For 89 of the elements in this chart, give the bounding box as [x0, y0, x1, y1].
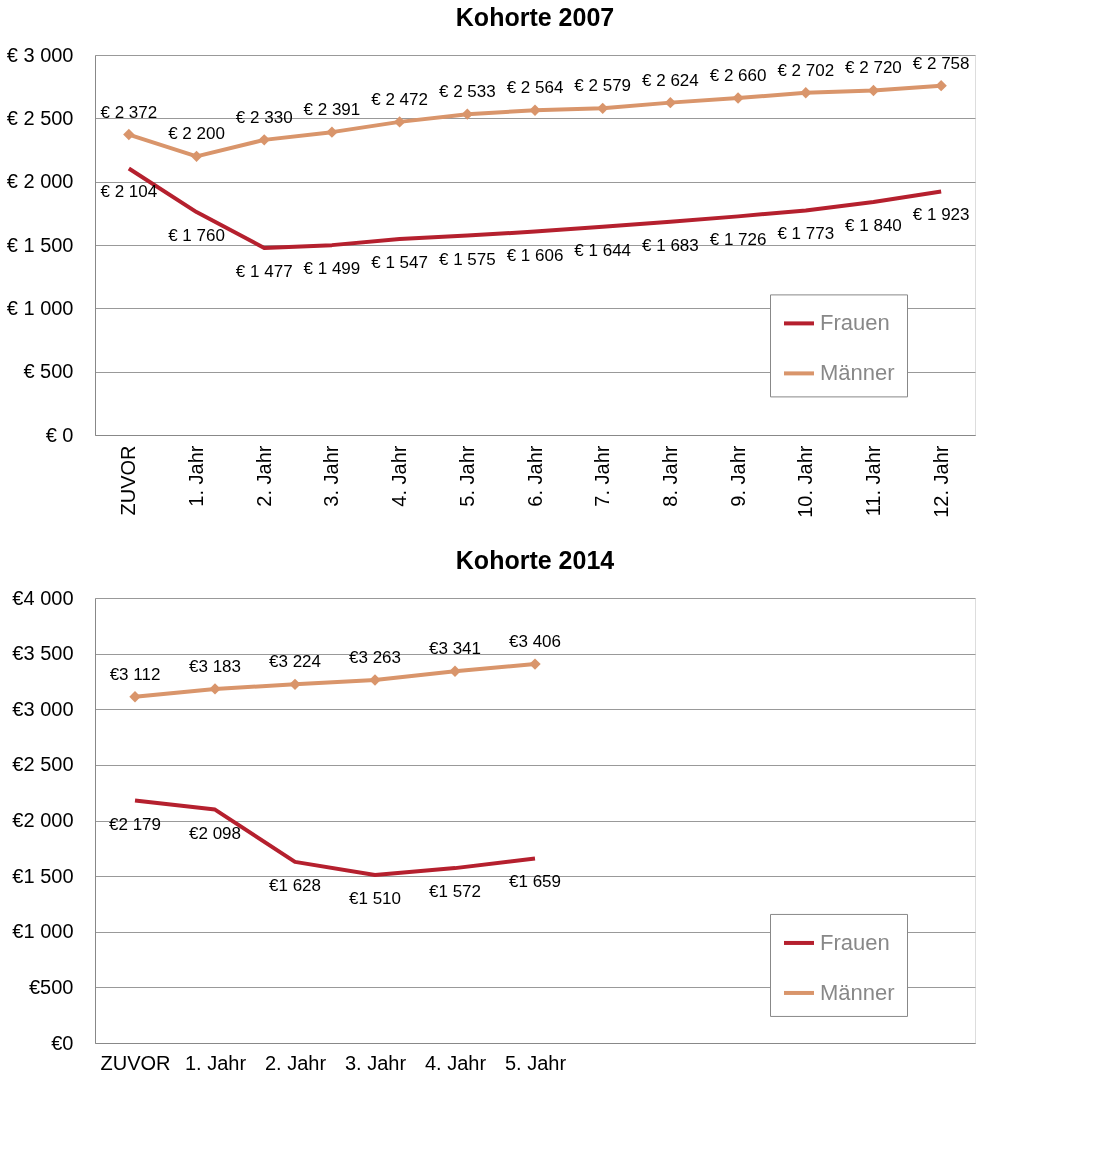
data-label: € 1 726: [709, 230, 767, 250]
y-tick-label: € 500: [23, 360, 74, 383]
y-tick-label: €0: [51, 1031, 74, 1054]
data-label: € 2 758: [912, 53, 970, 73]
point: [732, 92, 744, 104]
x-tick-label: 1. Jahr: [184, 1051, 247, 1074]
data-label: €3 112: [109, 664, 161, 684]
data-label: € 2 533: [438, 82, 496, 102]
y-tick-label: € 0: [45, 423, 74, 446]
y-tick-label: € 2 000: [6, 170, 74, 193]
point: [129, 691, 141, 703]
point: [449, 665, 461, 678]
data-label: € 2 579: [574, 76, 632, 96]
y-tick-label: €2 500: [12, 753, 74, 776]
x-tick-label: 5. Jahr: [455, 445, 478, 507]
data-label: € 2 564: [506, 78, 564, 98]
x-tick-label: 3. Jahr: [320, 445, 343, 507]
data-label: €2 179: [109, 814, 161, 834]
x-tick-label: 9. Jahr: [726, 445, 749, 507]
chart-title: Kohorte 2014: [455, 546, 615, 574]
x-tick-label: ZUVOR: [117, 445, 140, 516]
data-label: €1 510: [349, 889, 401, 909]
point: [369, 674, 381, 686]
data-label: € 1 644: [574, 240, 632, 260]
x-tick-label: 12. Jahr: [929, 445, 952, 518]
point: [326, 126, 338, 138]
data-label: € 2 720: [845, 58, 902, 78]
y-tick-label: €4 000: [12, 586, 74, 609]
legend-label: Frauen: [820, 310, 890, 336]
point: [190, 150, 203, 163]
data-label: €3 224: [269, 652, 321, 672]
data-label: € 1 547: [371, 253, 428, 273]
data-label: € 1 840: [845, 215, 902, 235]
x-tick-label: 4. Jahr: [388, 445, 411, 507]
x-tick-label: 1. Jahr: [185, 445, 208, 507]
data-label: € 1 477: [235, 261, 293, 281]
y-tick-label: € 3 000: [6, 43, 74, 66]
data-label: € 2 472: [371, 89, 428, 109]
data-label: € 2 702: [777, 60, 835, 80]
y-tick-label: €3 000: [12, 697, 74, 720]
data-label: € 1 606: [506, 245, 564, 265]
data-label: €3 263: [349, 647, 401, 667]
x-tick-label: 4. Jahr: [424, 1051, 487, 1074]
data-label: € 2 200: [168, 124, 225, 144]
data-label: € 1 499: [303, 259, 361, 279]
data-label: €2 098: [189, 823, 241, 843]
data-label: €3 406: [509, 632, 561, 652]
point: [209, 683, 221, 695]
data-label: € 1 773: [777, 224, 835, 244]
data-label: € 2 660: [709, 66, 767, 86]
x-tick-label: 11. Jahr: [861, 445, 884, 517]
data-label: € 2 391: [303, 100, 361, 120]
data-label: €1 659: [509, 872, 561, 892]
data-label: €1 572: [429, 882, 481, 902]
x-tick-label: 3. Jahr: [344, 1051, 407, 1074]
y-tick-label: €3 500: [12, 642, 74, 665]
legend-label: Männer: [820, 979, 895, 1005]
x-tick-label: 6. Jahr: [523, 445, 546, 507]
y-tick-label: €1 000: [12, 920, 74, 943]
x-tick-label: ZUVOR: [100, 1051, 171, 1074]
y-tick-label: € 2 500: [6, 106, 74, 129]
legend-label: Frauen: [820, 929, 890, 955]
data-label: € 1 575: [438, 249, 496, 269]
point: [529, 658, 541, 670]
data-label: € 2 624: [642, 70, 699, 90]
data-label: €3 341: [429, 639, 481, 659]
data-label: € 1 760: [168, 226, 225, 246]
data-label: € 2 372: [100, 102, 158, 122]
x-tick-label: 7. Jahr: [591, 445, 614, 507]
x-tick-label: 2. Jahr: [252, 445, 275, 507]
data-label: € 1 923: [912, 205, 970, 225]
data-label: € 2 330: [235, 107, 293, 127]
chart-title: Kohorte 2007: [455, 3, 615, 31]
x-tick-label: 10. Jahr: [794, 445, 817, 518]
data-label: € 1 683: [642, 235, 699, 255]
legend-label: Männer: [820, 360, 895, 386]
point: [123, 128, 135, 141]
y-tick-label: € 1 000: [6, 296, 74, 319]
y-tick-label: € 1 500: [6, 233, 74, 256]
y-tick-label: €1 500: [12, 864, 74, 887]
x-tick-label: 8. Jahr: [658, 445, 681, 507]
data-label: €3 183: [189, 656, 241, 676]
y-tick-label: €2 000: [12, 809, 74, 831]
point: [258, 134, 270, 146]
data-label: € 2 104: [100, 182, 158, 202]
x-tick-label: 5. Jahr: [504, 1051, 567, 1074]
data-label: €1 628: [269, 875, 321, 895]
y-tick-label: €500: [29, 975, 74, 998]
x-tick-label: 2. Jahr: [264, 1051, 327, 1074]
